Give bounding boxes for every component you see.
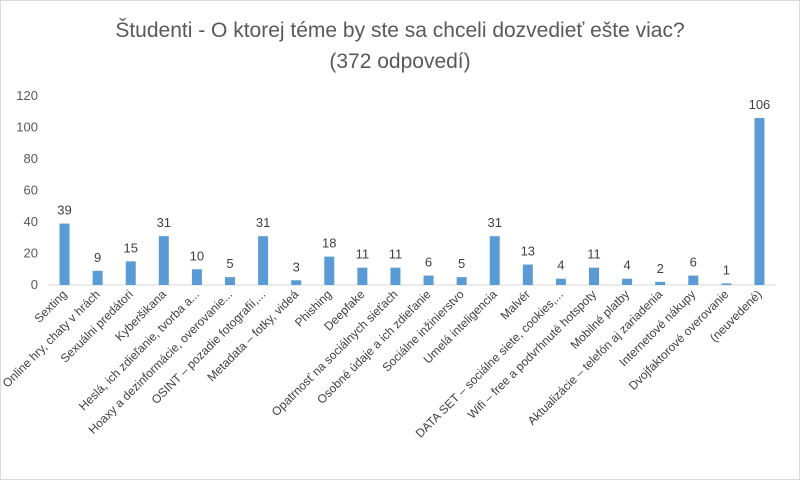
chart-title: Študenti - O ktorej téme by ste sa chcel… <box>115 19 685 42</box>
data-label: 31 <box>487 215 501 230</box>
data-label: 6 <box>425 255 432 270</box>
bars <box>59 118 765 285</box>
data-label: 15 <box>123 240 137 255</box>
bar <box>456 277 467 285</box>
data-label: 106 <box>749 97 771 112</box>
bar <box>655 281 666 285</box>
y-tick-label: 120 <box>16 88 38 103</box>
bar <box>522 264 533 285</box>
data-label: 9 <box>94 250 101 265</box>
bar <box>258 236 269 285</box>
data-label: 11 <box>587 247 601 262</box>
bar <box>324 256 335 285</box>
data-label: 2 <box>657 261 664 276</box>
data-label: 39 <box>57 203 71 218</box>
bar <box>721 283 732 285</box>
data-label: 31 <box>157 215 171 230</box>
data-label: 4 <box>623 258 630 273</box>
bar <box>59 223 70 285</box>
bar <box>688 275 699 285</box>
bar <box>191 269 202 285</box>
data-label: 3 <box>293 259 300 274</box>
data-label: 13 <box>521 244 535 259</box>
bar <box>125 261 136 285</box>
data-label: 31 <box>256 215 270 230</box>
chart-title-block: Študenti - O ktorej téme by ste sa chcel… <box>0 15 800 77</box>
bar <box>622 278 633 285</box>
chart-subtitle: (372 odpovedí) <box>329 50 471 73</box>
y-tick-label: 40 <box>24 214 38 229</box>
y-tick-label: 60 <box>24 183 38 198</box>
data-label: 4 <box>557 258 564 273</box>
data-label: 5 <box>458 256 465 271</box>
bar <box>291 280 302 285</box>
bar <box>92 270 103 285</box>
bar <box>589 267 599 285</box>
y-tick-label: 100 <box>16 120 38 135</box>
data-label: 11 <box>389 247 403 262</box>
y-axis-ticks: 0 20 40 60 80 100 120 <box>16 88 38 292</box>
bar <box>357 267 368 285</box>
bar <box>423 275 434 285</box>
data-label: 5 <box>226 256 233 271</box>
data-label: 6 <box>690 255 697 270</box>
bar <box>225 277 235 285</box>
bar <box>158 236 169 285</box>
bar <box>390 267 401 285</box>
data-label: 10 <box>190 248 204 263</box>
bar <box>489 236 500 285</box>
y-tick-label: 0 <box>31 277 38 292</box>
bar <box>754 118 765 285</box>
bar <box>555 278 566 285</box>
data-labels: 39 9 15 31 10 5 31 3 18 11 11 6 5 31 13 4 11 4 2 6 1 106 <box>57 97 770 277</box>
y-tick-label: 80 <box>24 151 38 166</box>
data-label: 1 <box>723 262 730 277</box>
data-label: 11 <box>356 247 370 262</box>
data-label: 18 <box>322 236 336 251</box>
y-tick-label: 20 <box>24 246 38 261</box>
